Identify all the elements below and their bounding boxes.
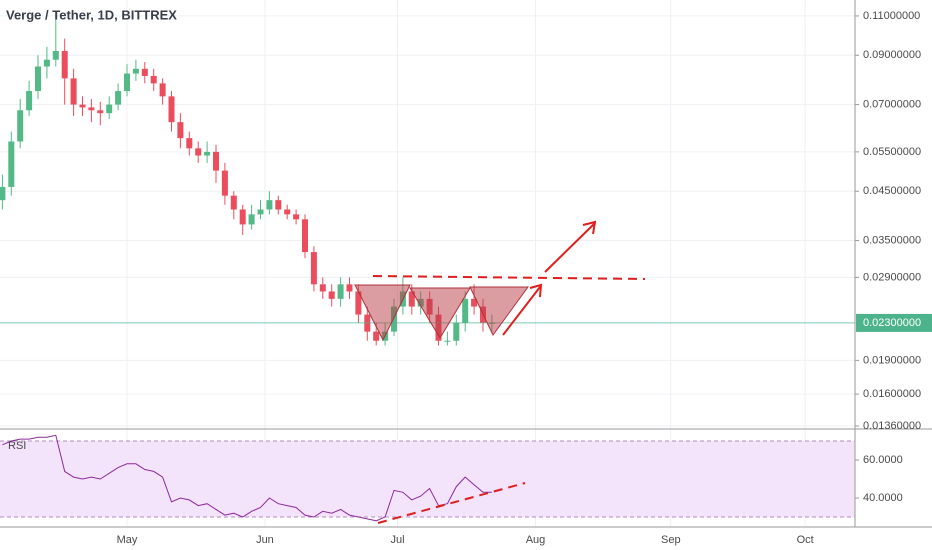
candle-body bbox=[346, 284, 353, 292]
candle-body bbox=[328, 291, 335, 299]
x-tick-label: Aug bbox=[526, 534, 546, 546]
candle-body bbox=[230, 195, 237, 210]
candle-body bbox=[195, 148, 202, 156]
rsi-tick-label: 60.0000 bbox=[863, 454, 903, 466]
candle-body bbox=[453, 322, 460, 341]
candle-body bbox=[79, 104, 86, 108]
candle-body bbox=[141, 68, 148, 76]
y-tick-label: 0.11000000 bbox=[863, 10, 920, 22]
candle-body bbox=[35, 66, 42, 92]
candle-body bbox=[132, 68, 139, 74]
candle-body bbox=[266, 200, 273, 210]
chart-title: Verge / Tether, 1D, BITTREX bbox=[6, 7, 177, 22]
candle-body bbox=[373, 331, 380, 341]
candle-body bbox=[17, 110, 24, 142]
candle-body bbox=[43, 59, 50, 67]
candle-body bbox=[212, 151, 219, 171]
candle-body bbox=[221, 170, 228, 196]
candle-body bbox=[239, 209, 246, 225]
arrow bbox=[544, 220, 597, 273]
last-price-label: 0.02300000 bbox=[863, 317, 921, 329]
neckline bbox=[372, 275, 646, 280]
candle-body bbox=[70, 78, 77, 105]
triangle bbox=[409, 287, 471, 339]
candle-body bbox=[26, 91, 33, 111]
labels: May Jun Jul Aug Sep Oct 0.11000000 0.09000000 0.… bbox=[117, 10, 932, 546]
y-tick-label: 0.01600000 bbox=[863, 388, 921, 400]
x-tick-label: Sep bbox=[661, 534, 681, 546]
candle-body bbox=[168, 96, 175, 123]
candle-body bbox=[293, 214, 300, 220]
y-tick-label: 0.03500000 bbox=[863, 234, 921, 246]
candle-body bbox=[8, 141, 15, 187]
candle-body bbox=[97, 110, 104, 114]
y-tick-label: 0.01900000 bbox=[863, 354, 921, 366]
triangle bbox=[354, 284, 411, 342]
grid bbox=[0, 0, 859, 527]
candle-body bbox=[123, 73, 130, 92]
candle-body bbox=[106, 104, 113, 114]
candle-body bbox=[52, 50, 59, 60]
candle-body bbox=[115, 91, 122, 105]
candle-body bbox=[319, 284, 326, 292]
candle-body bbox=[301, 219, 308, 253]
last-price-box bbox=[856, 313, 932, 332]
rsi-tick-label: 40.0000 bbox=[863, 492, 903, 504]
rsi-band bbox=[0, 441, 855, 518]
candle-body bbox=[150, 75, 157, 84]
x-tick-label: Jun bbox=[256, 534, 274, 546]
candle-body bbox=[275, 200, 282, 210]
candle-body bbox=[390, 306, 397, 332]
arrow bbox=[502, 283, 543, 336]
candle-body bbox=[408, 291, 415, 307]
triangle bbox=[469, 286, 529, 336]
candle-body bbox=[88, 107, 95, 111]
candle-body bbox=[159, 83, 166, 97]
candle-body bbox=[248, 214, 255, 225]
candle-body bbox=[462, 298, 469, 323]
candle-body bbox=[355, 291, 362, 315]
y-tick-label: 0.01360000 bbox=[863, 420, 921, 432]
x-tick-label: May bbox=[117, 534, 138, 546]
candle-body bbox=[61, 50, 68, 79]
candle-body bbox=[284, 209, 291, 215]
candle-body bbox=[310, 252, 317, 285]
candle-body bbox=[337, 284, 344, 299]
candle-body bbox=[0, 186, 6, 201]
rsi-trendline bbox=[377, 482, 526, 524]
rsi-label: RSI bbox=[8, 440, 26, 452]
y-tick-label: 0.02900000 bbox=[863, 271, 921, 283]
y-tick-label: 0.07000000 bbox=[863, 98, 921, 110]
x-tick-label: Oct bbox=[797, 534, 814, 546]
candle-body bbox=[471, 298, 478, 307]
x-tick-label: Jul bbox=[391, 534, 405, 546]
rsi-line bbox=[2, 434, 492, 522]
candle-body bbox=[177, 122, 184, 139]
candle-body bbox=[444, 340, 451, 342]
y-tick-label: 0.09000000 bbox=[863, 49, 921, 61]
y-tick-label: 0.04500000 bbox=[863, 185, 921, 197]
candle-body bbox=[257, 209, 264, 215]
candle-body bbox=[204, 151, 211, 156]
y-tick-label: 0.05500000 bbox=[863, 146, 921, 158]
pattern-drawing bbox=[354, 220, 646, 524]
candle-body bbox=[186, 138, 193, 149]
